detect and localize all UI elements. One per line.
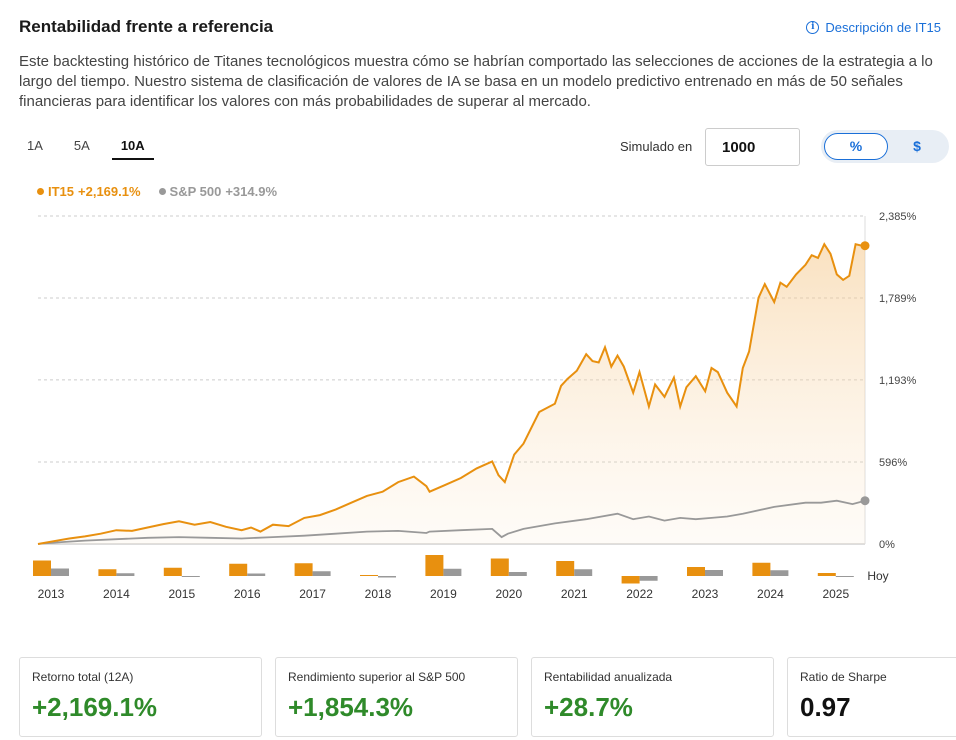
- strategy-annual-bar: [621, 576, 640, 584]
- benchmark-annual-bar: [508, 572, 527, 576]
- metric-value: 0.97: [800, 692, 851, 722]
- benchmark-annual-bar: [705, 570, 723, 576]
- legend-strategy-name: IT15: [48, 184, 75, 199]
- description-link[interactable]: i Descripción de IT15: [806, 20, 941, 35]
- tab-10a[interactable]: 10A: [111, 138, 154, 160]
- metric-value: +1,854.3%: [288, 692, 414, 722]
- strategy-area: [38, 244, 865, 544]
- metric-card-outperformance: Rendimiento superior al S&P 500 +1,854.3…: [275, 657, 518, 737]
- strategy-annual-bar: [490, 558, 509, 576]
- x-tick-label: 2015: [168, 587, 195, 601]
- y-tick-label: 1,789%: [879, 293, 917, 305]
- benchmark-annual-bar: [247, 573, 266, 576]
- strategy-annual-bar: [33, 560, 51, 576]
- metrics-row: Retorno total (12A) +2,169.1% Rendimient…: [19, 657, 956, 737]
- strategy-annual-bar: [163, 567, 182, 576]
- x-tick-label: 2024: [757, 587, 784, 601]
- benchmark-annual-bar: [835, 576, 854, 577]
- strategy-annual-bar: [294, 563, 313, 576]
- dollar-toggle-button[interactable]: $: [913, 138, 921, 154]
- strategy-annual-bar: [817, 573, 836, 576]
- metric-label: Rentabilidad anualizada: [544, 670, 673, 684]
- simulated-amount-input[interactable]: [705, 128, 800, 166]
- tab-1a[interactable]: 1A: [27, 138, 43, 153]
- unit-toggle: % $: [821, 130, 949, 163]
- strategy-annual-bar: [687, 567, 705, 576]
- benchmark-annual-bar: [574, 569, 593, 576]
- metric-label: Rendimiento superior al S&P 500: [288, 670, 466, 684]
- strategy-line: [37, 242, 865, 545]
- legend-strategy: IT15 +2,169.1%: [37, 184, 141, 199]
- y-tick-label: 1,193%: [879, 375, 917, 387]
- benchmark-annual-bar: [639, 576, 658, 581]
- strategy-annual-bar: [98, 569, 117, 576]
- strategy-annual-bar: [425, 555, 444, 576]
- benchmark-annual-bar: [770, 570, 789, 576]
- x-tick-label: 2016: [234, 587, 261, 601]
- metric-card-total-return: Retorno total (12A) +2,169.1%: [19, 657, 262, 737]
- strategy-end-point: [860, 241, 870, 251]
- x-tick-label: 2021: [561, 587, 588, 601]
- x-tick-label: 2014: [103, 587, 130, 601]
- strategy-description: Este backtesting histórico de Titanes te…: [19, 53, 933, 110]
- simulated-label: Simulado en: [620, 139, 693, 154]
- metric-card-annualized: Rentabilidad anualizada +28.7%: [531, 657, 774, 737]
- strategy-annual-bar: [229, 563, 248, 576]
- x-tick-label: 2025: [822, 587, 849, 601]
- x-tick-label: 2023: [692, 587, 719, 601]
- x-tick-label: 2013: [38, 587, 65, 601]
- benchmark-dot-icon: [158, 188, 166, 195]
- benchmark-end-point: [860, 496, 870, 506]
- info-icon: i: [806, 21, 820, 34]
- x-tick-label: 2020: [495, 587, 522, 601]
- description-link-label: Descripción de IT15: [825, 20, 941, 35]
- strategy-dot-icon: [37, 188, 44, 195]
- y-tick-label: 0%: [879, 539, 895, 551]
- legend-benchmark-value: +314.9%: [225, 184, 278, 199]
- benchmark-annual-bar: [181, 576, 200, 577]
- x-tick-label: 2022: [626, 587, 653, 601]
- benchmark-annual-bar: [116, 573, 135, 576]
- tab-5a[interactable]: 5A: [73, 138, 90, 153]
- x-tick-label: 2018: [365, 587, 392, 601]
- legend-benchmark: S&P 500 +314.9%: [158, 184, 278, 199]
- section-title: Rentabilidad frente a referencia: [19, 17, 274, 36]
- performance-chart[interactable]: 2,385% 1,789% 1,193% 596% 0% 2013 2014 2015 2016…: [0, 0, 956, 640]
- metric-label: Retorno total (12A): [32, 670, 134, 684]
- strategy-annual-bar: [752, 562, 771, 576]
- metric-card-sharpe: Ratio de Sharpe 0.97: [787, 657, 956, 737]
- x-tick-label: 2019: [430, 587, 457, 601]
- metric-value: +2,169.1%: [32, 692, 158, 722]
- legend-benchmark-name: S&P 500: [169, 184, 222, 199]
- metric-value: +28.7%: [544, 692, 633, 722]
- x-tick-label: 2017: [299, 587, 326, 601]
- percent-toggle-button[interactable]: %: [824, 133, 888, 160]
- benchmark-annual-bar: [312, 571, 331, 576]
- benchmark-annual-bar: [378, 576, 396, 578]
- benchmark-annual-bar: [51, 568, 69, 576]
- chart-legend: IT15 +2,169.1% S&P 500 +314.9%: [37, 184, 277, 199]
- metric-label: Ratio de Sharpe: [800, 670, 887, 684]
- benchmark-line: [37, 499, 866, 545]
- today-label: Hoy: [867, 569, 888, 583]
- legend-strategy-value: +2,169.1%: [78, 184, 141, 199]
- strategy-annual-bar: [556, 561, 575, 576]
- y-tick-label: 596%: [879, 457, 907, 469]
- y-tick-label: 2,385%: [879, 211, 917, 223]
- strategy-annual-bar: [360, 575, 378, 576]
- period-tabs: 1A 5A 10A: [27, 138, 167, 160]
- benchmark-annual-bar: [443, 568, 462, 576]
